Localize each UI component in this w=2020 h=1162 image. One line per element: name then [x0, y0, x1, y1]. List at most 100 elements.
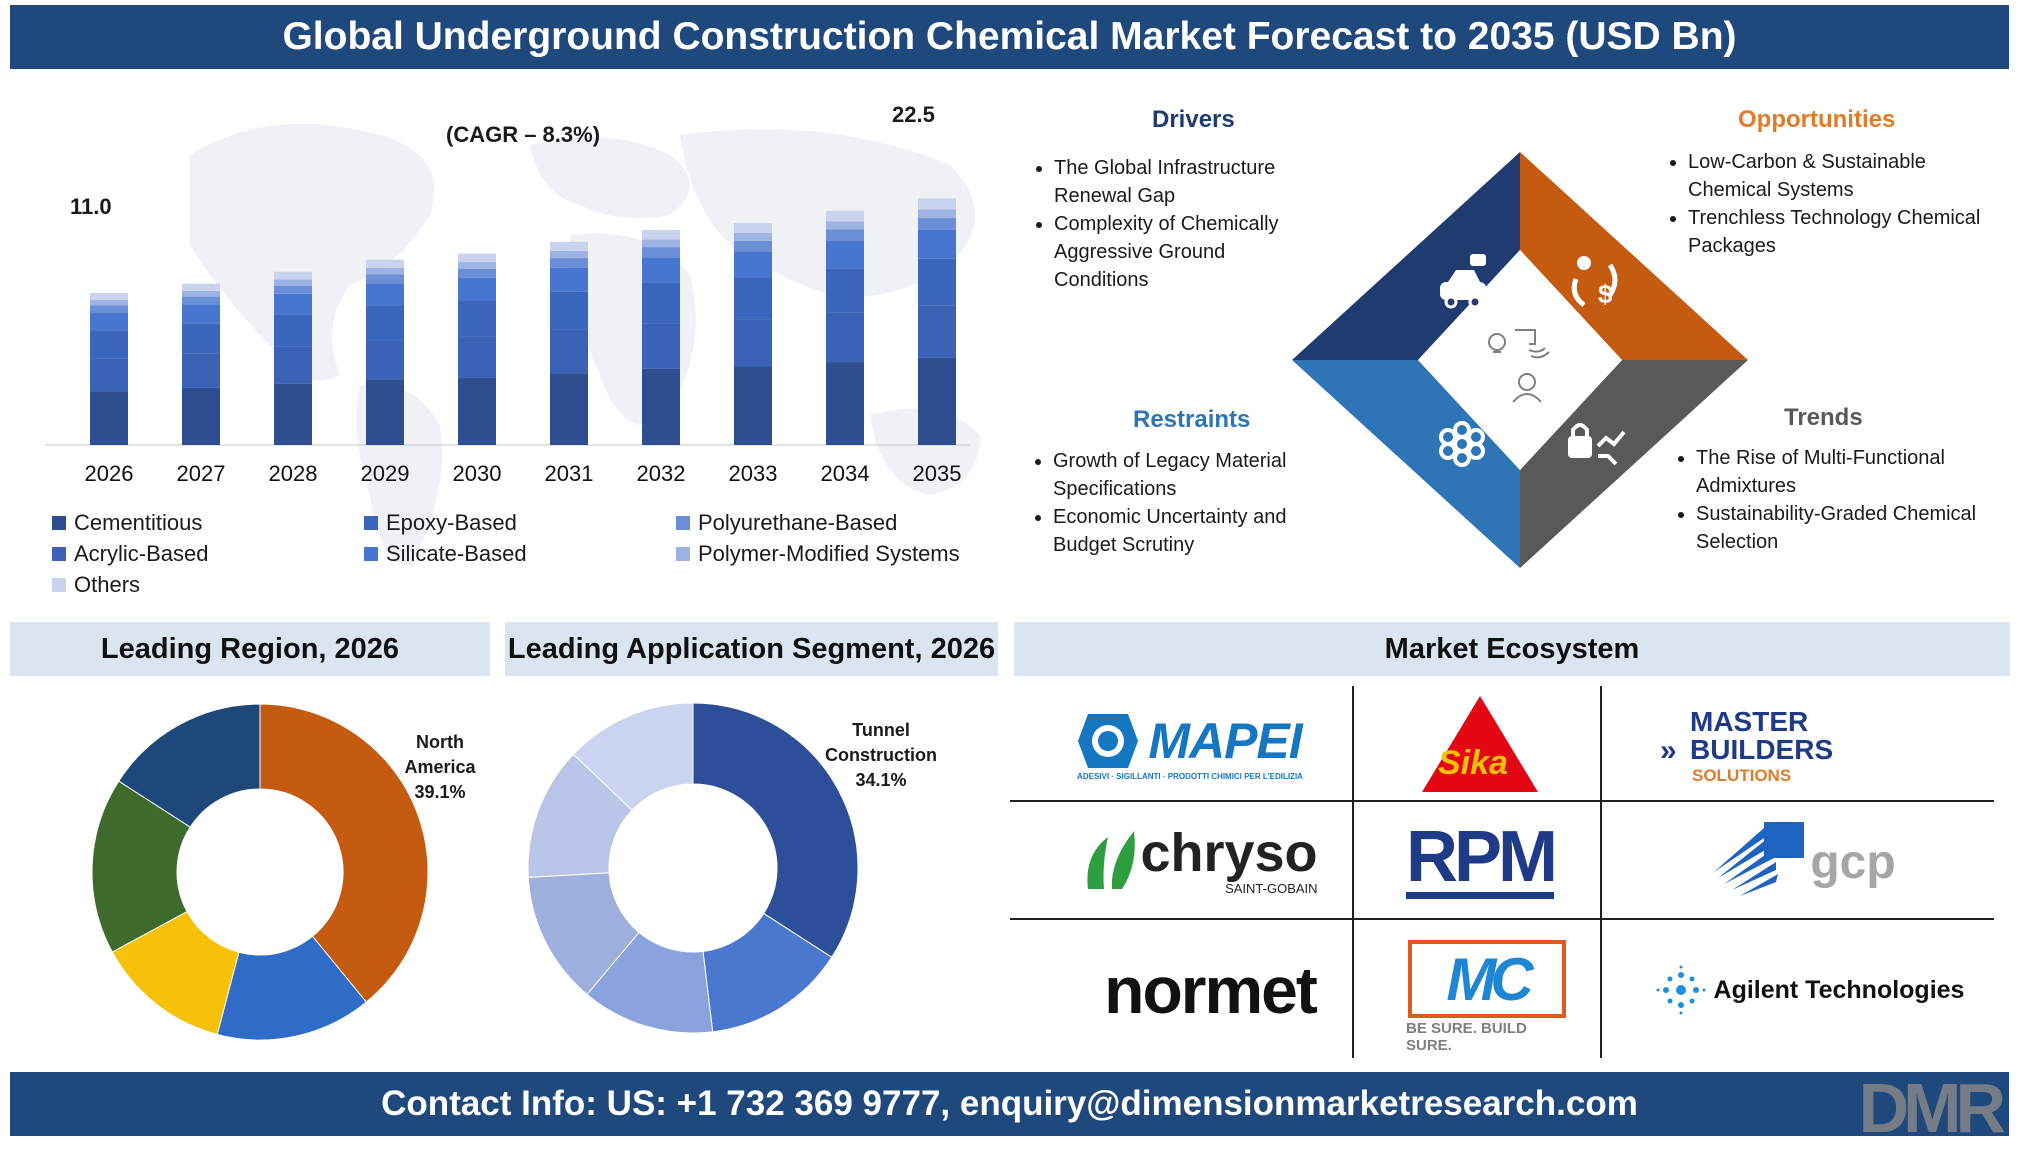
bar-segment — [182, 304, 220, 324]
drivers-item: The Global Infrastructure Renewal Gap — [1054, 154, 1324, 210]
bar-segment — [918, 258, 956, 306]
data-label-2026: 11.0 — [70, 194, 112, 219]
bar-segment — [458, 300, 496, 337]
opportunities-quadrant — [1520, 152, 1748, 360]
label-line: America — [404, 757, 476, 777]
bar-segment — [458, 336, 496, 378]
legend-swatch — [364, 547, 378, 561]
x-tick-label: 2030 — [453, 461, 502, 486]
application-header: Leading Application Segment, 2026 — [505, 622, 998, 676]
bar-segment — [918, 198, 956, 210]
legend-label: Silicate-Based — [386, 541, 527, 566]
bar-segment — [734, 240, 772, 252]
bar-segment — [458, 253, 496, 263]
chryso-logo: chryso SAINT-GOBAIN — [1060, 810, 1340, 910]
restraints-list: Growth of Legacy Material Specifications… — [1025, 447, 1333, 559]
legend-item: Cementitious — [52, 510, 202, 536]
grid-line — [1600, 686, 1602, 1058]
bar-segment — [550, 267, 588, 292]
bar-segment — [826, 268, 864, 313]
mapei-emblem-icon — [1078, 713, 1139, 768]
bar-segment — [642, 282, 680, 324]
drivers-item: Complexity of Chemically Aggressive Grou… — [1054, 210, 1324, 294]
bar-segment — [826, 312, 864, 363]
bar-segment — [90, 391, 128, 445]
bar-segment — [274, 285, 312, 294]
bar-segment — [550, 329, 588, 374]
x-tick-label: 2033 — [729, 461, 778, 486]
opportunities-item: Trenchless Technology Chemical Packages — [1688, 204, 1988, 260]
bar-segment — [734, 233, 772, 241]
normet-logo: normet — [1070, 930, 1350, 1050]
mc-box: MC — [1408, 940, 1566, 1018]
legend-label: Cementitious — [74, 510, 203, 535]
restraints-title: Restraints — [1133, 406, 1251, 433]
robot-car-icon — [1440, 254, 1486, 309]
trends-quadrant — [1520, 360, 1748, 568]
application-header-text: Leading Application Segment, 2026 — [507, 632, 996, 665]
donut-slice — [91, 780, 191, 953]
bar-segment — [458, 377, 496, 445]
bar-segment — [366, 267, 404, 275]
mc-wordmark: MC — [1446, 945, 1533, 1013]
mapei-wordmark: MAPEI — [1148, 712, 1302, 769]
label-line: 34.1% — [855, 770, 907, 790]
bar-segment — [274, 346, 312, 384]
bar-segment — [274, 383, 312, 445]
gcp-fan-icon — [1714, 822, 1805, 896]
builders-text: BUILDERS — [1690, 734, 1834, 765]
normet-wordmark: normet — [1104, 953, 1318, 1027]
legend-item: Silicate-Based — [364, 541, 527, 567]
mc-tagline: BE SURE. BUILD SURE. — [1406, 1020, 1527, 1054]
legend-item: Polymer-Modified Systems — [676, 541, 960, 567]
agilent-wordmark: Agilent Technologies — [1713, 975, 1965, 1004]
bar-segment — [274, 279, 312, 286]
bar-segment — [918, 229, 956, 259]
x-tick-label: 2027 — [177, 461, 226, 486]
donut-slice — [118, 703, 261, 828]
bar-segment — [366, 283, 404, 306]
x-tick-label: 2035 — [913, 461, 962, 486]
sika-wordmark: Sika — [1438, 744, 1508, 782]
label-line: Tunnel — [852, 720, 910, 740]
bar-segment — [90, 299, 128, 306]
bar-segment — [642, 323, 680, 369]
bar-segment — [826, 240, 864, 269]
restraints-item: Growth of Legacy Material Specifications — [1053, 447, 1333, 503]
bar-segment — [90, 330, 128, 359]
legend-label: Polyurethane-Based — [698, 510, 898, 535]
label-line: Construction — [825, 745, 937, 765]
x-tick-label: 2034 — [821, 461, 870, 486]
opportunities-item: Low-Carbon & Sustainable Chemical System… — [1688, 148, 1988, 204]
bar-segment — [366, 379, 404, 445]
opportunities-title: Opportunities — [1738, 106, 1896, 133]
bar-segment — [734, 366, 772, 445]
bar-segment — [458, 268, 496, 278]
donut-slice — [692, 702, 859, 958]
x-tick-label: 2031 — [545, 461, 594, 486]
chryso-leaf-icon — [1087, 831, 1136, 889]
contact-text: Contact Info: US: +1 732 369 9777, enqui… — [381, 1084, 1638, 1123]
idea-person-icon — [1488, 329, 1550, 403]
region-header: Leading Region, 2026 — [10, 622, 490, 676]
bar-segment — [734, 251, 772, 278]
drivers-title: Drivers — [1152, 106, 1235, 133]
legend-swatch — [52, 547, 66, 561]
donut-slice — [572, 702, 694, 811]
rpm-logo: RPM — [1380, 810, 1580, 910]
bar-segment — [182, 296, 220, 305]
cagr-label: (CAGR – 8.3%) — [446, 122, 601, 147]
bar-segment — [642, 239, 680, 248]
bar-segment — [274, 293, 312, 315]
page-title: Global Underground Construction Chemical… — [10, 5, 2009, 69]
bar-segment — [734, 319, 772, 367]
label-line: North — [416, 732, 464, 752]
bar-segment — [458, 262, 496, 269]
master-builders-logo: MASTER » BUILDERS SOLUTIONS — [1660, 706, 1960, 796]
x-tick-label: 2029 — [361, 461, 410, 486]
bar-segment — [182, 353, 220, 388]
bar-segment — [642, 229, 680, 240]
bar-segment — [182, 323, 220, 354]
bar-segment — [550, 258, 588, 268]
bar-segment — [550, 373, 588, 445]
